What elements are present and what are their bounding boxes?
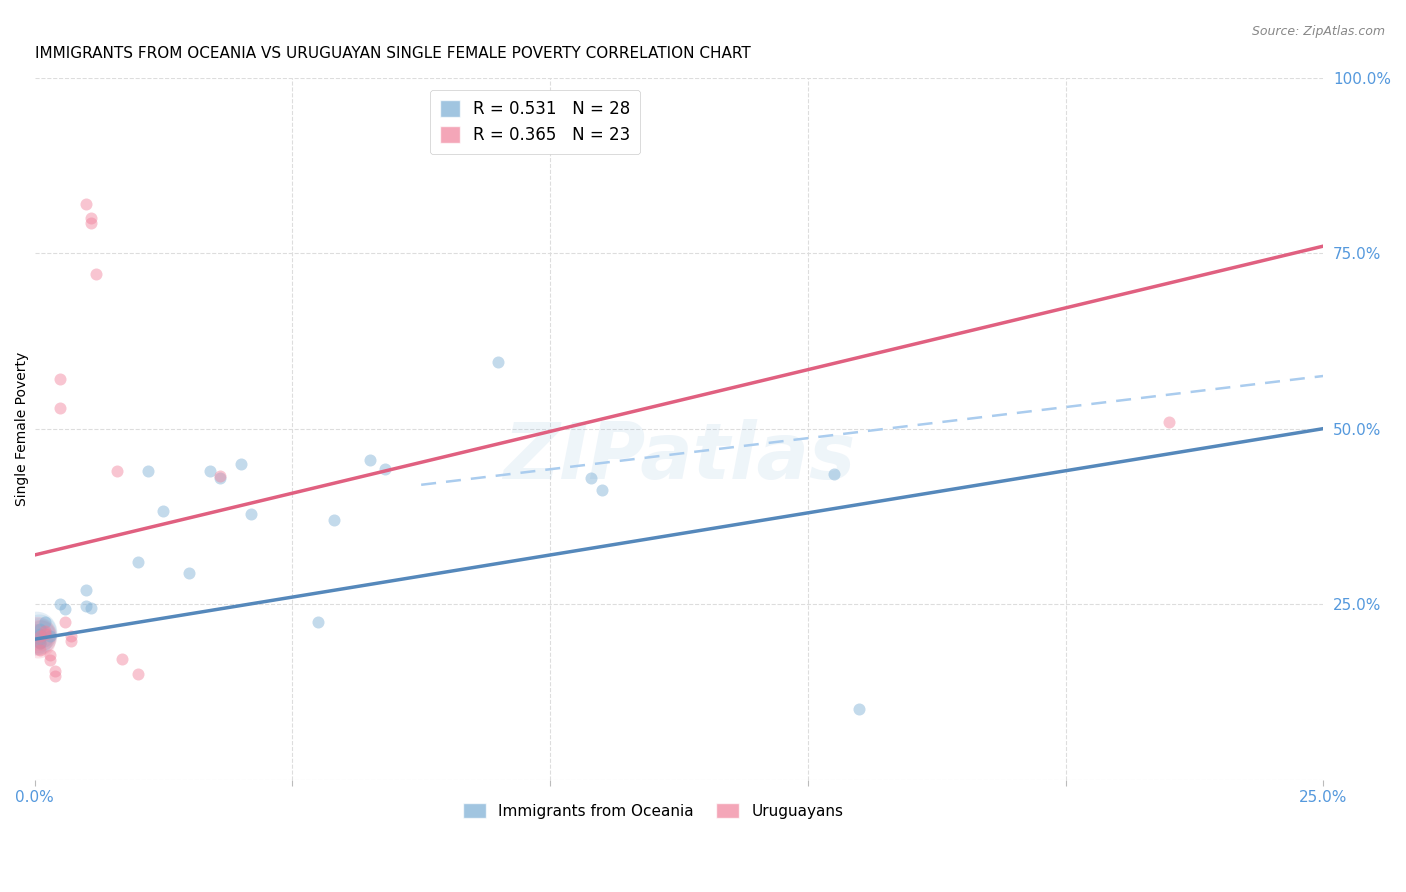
Text: ZIPatlas: ZIPatlas	[503, 418, 855, 495]
Text: IMMIGRANTS FROM OCEANIA VS URUGUAYAN SINGLE FEMALE POVERTY CORRELATION CHART: IMMIGRANTS FROM OCEANIA VS URUGUAYAN SIN…	[35, 46, 751, 62]
Point	[848, 702, 870, 716]
Point	[240, 508, 263, 522]
Point	[39, 629, 62, 643]
Point	[25, 632, 48, 647]
Point	[44, 669, 66, 683]
Point	[39, 653, 62, 667]
Point	[374, 461, 396, 475]
Point	[39, 648, 62, 662]
Point	[75, 599, 97, 613]
Point	[229, 457, 252, 471]
Point	[322, 513, 344, 527]
Point	[34, 615, 56, 629]
Point	[25, 629, 48, 643]
Point	[80, 211, 103, 225]
Y-axis label: Single Female Poverty: Single Female Poverty	[15, 351, 30, 506]
Point	[488, 355, 510, 369]
Point	[49, 401, 72, 415]
Point	[823, 467, 845, 482]
Point	[1157, 415, 1180, 429]
Point	[44, 664, 66, 678]
Point	[30, 626, 52, 640]
Point	[28, 622, 51, 636]
Point	[34, 626, 56, 640]
Text: Source: ZipAtlas.com: Source: ZipAtlas.com	[1251, 25, 1385, 38]
Point	[591, 483, 613, 497]
Point	[75, 583, 97, 598]
Point	[136, 464, 159, 478]
Point	[28, 636, 51, 650]
Point	[80, 600, 103, 615]
Point	[198, 464, 221, 478]
Point	[80, 216, 103, 230]
Point	[209, 471, 232, 485]
Point	[127, 667, 149, 681]
Point	[55, 602, 77, 616]
Point	[28, 626, 51, 640]
Point	[105, 464, 128, 478]
Point	[49, 597, 72, 611]
Point	[25, 625, 48, 640]
Point	[59, 629, 82, 643]
Point	[209, 469, 232, 483]
Point	[49, 372, 72, 386]
Point	[59, 634, 82, 648]
Point	[307, 615, 329, 630]
Point	[28, 628, 51, 642]
Point	[34, 624, 56, 638]
Point	[27, 629, 49, 643]
Legend: Immigrants from Oceania, Uruguayans: Immigrants from Oceania, Uruguayans	[457, 797, 849, 824]
Point	[28, 642, 51, 657]
Point	[152, 504, 174, 518]
Point	[28, 636, 51, 650]
Point	[86, 267, 108, 281]
Point	[127, 555, 149, 569]
Point	[179, 566, 201, 580]
Point	[28, 629, 51, 643]
Point	[27, 633, 49, 648]
Point	[581, 471, 603, 485]
Point	[111, 652, 134, 666]
Point	[28, 624, 51, 638]
Point	[75, 197, 97, 211]
Point	[28, 632, 51, 647]
Point	[359, 453, 381, 467]
Point	[55, 615, 77, 629]
